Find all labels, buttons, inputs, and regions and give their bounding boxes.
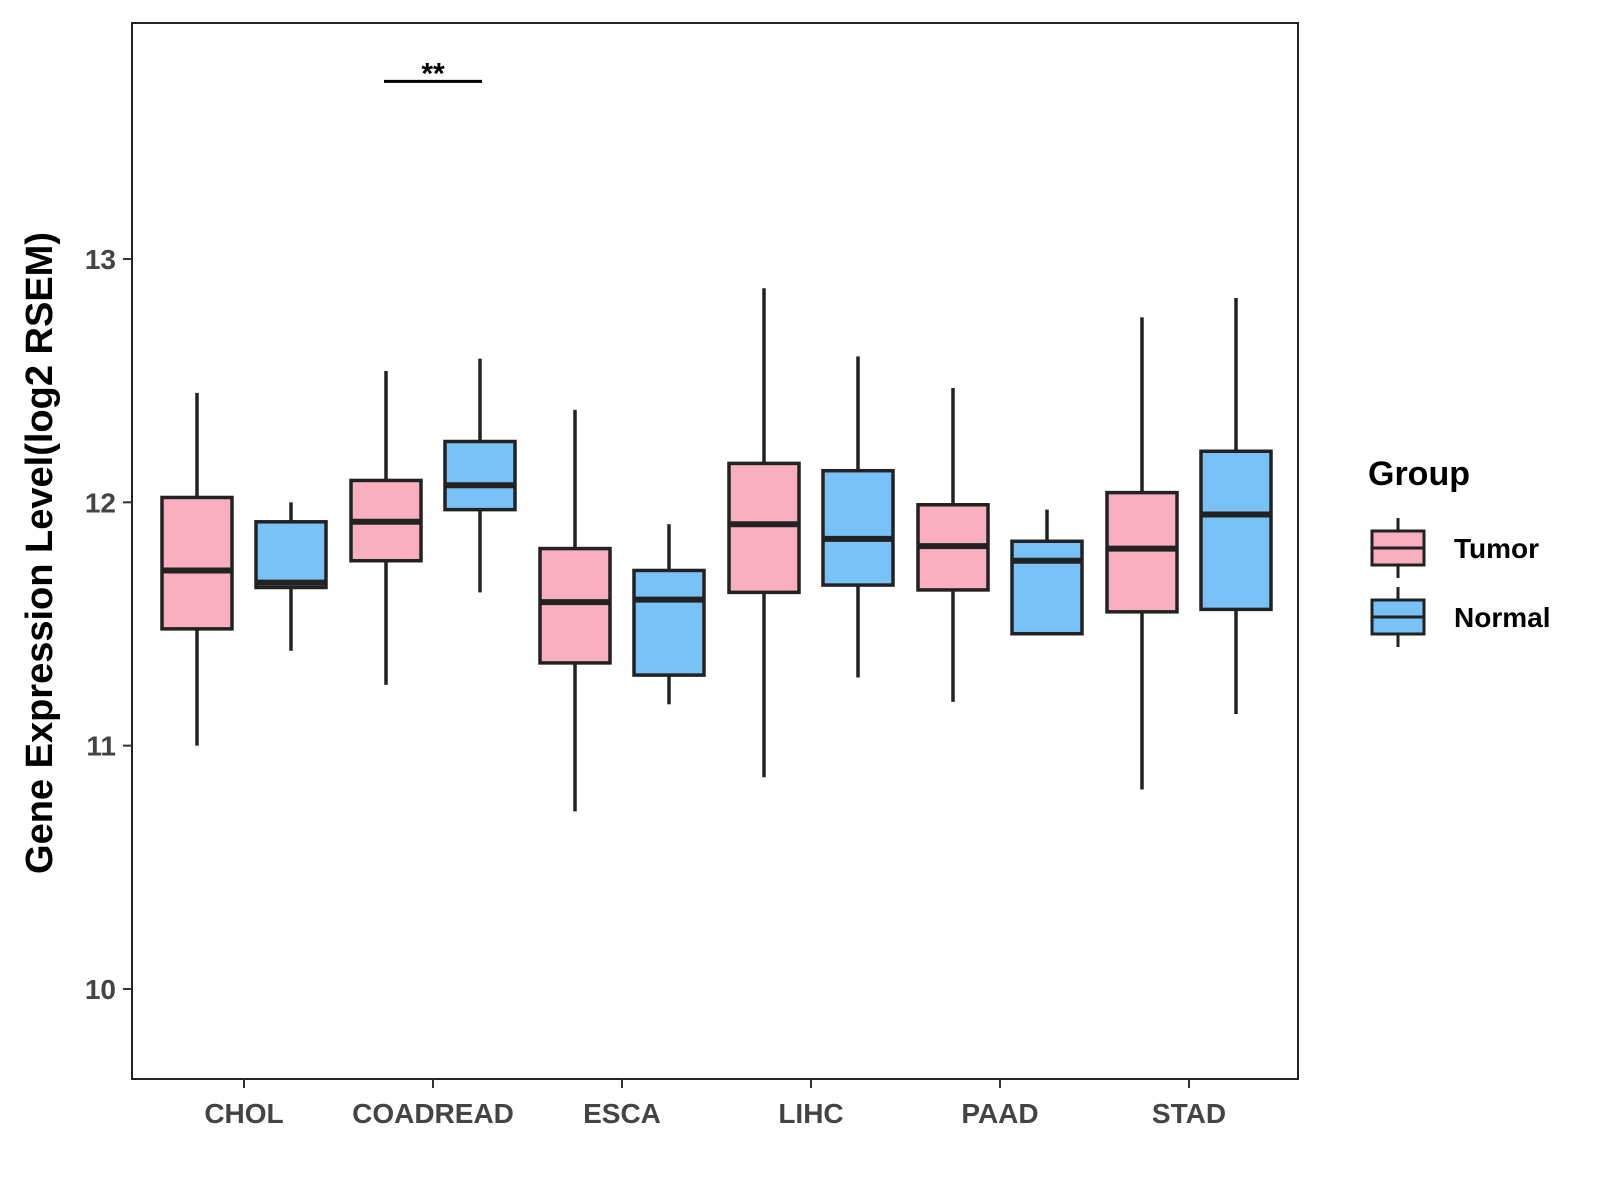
box-tumor-stad bbox=[1105, 317, 1179, 790]
y-axis: 10 11 12 13 bbox=[85, 244, 132, 1005]
legend-item-normal: Normal bbox=[1370, 587, 1550, 647]
box-normal-paad bbox=[1010, 509, 1084, 636]
iqr-box bbox=[727, 461, 801, 595]
legend-title: Group bbox=[1368, 455, 1470, 493]
box-tumor-esca bbox=[538, 409, 612, 812]
box-tumor-chol bbox=[160, 392, 234, 746]
box-tumor-paad bbox=[916, 387, 990, 702]
y-tick-label: 10 bbox=[85, 974, 116, 1005]
legend-label: Normal bbox=[1454, 602, 1550, 633]
legend-item-tumor: Tumor bbox=[1370, 518, 1539, 578]
y-axis-title: Gene Expression Level(log2 RSEM) bbox=[19, 232, 61, 874]
y-tick-label: 11 bbox=[86, 731, 116, 762]
box-normal-stad bbox=[1199, 297, 1273, 715]
box-tumor-coadread bbox=[349, 370, 423, 685]
x-tick-label-stad: STAD bbox=[1152, 1098, 1226, 1129]
iqr-box bbox=[1105, 490, 1179, 614]
panel-border bbox=[131, 22, 1299, 1080]
iqr-box bbox=[160, 495, 234, 631]
iqr-box bbox=[443, 439, 517, 512]
box-normal-coadread bbox=[443, 358, 517, 593]
box-normal-esca bbox=[632, 524, 706, 705]
significance-annotation: ** bbox=[384, 57, 482, 90]
iqr-box bbox=[821, 468, 895, 587]
x-tick-label-coadread: COADREAD bbox=[352, 1098, 514, 1129]
x-tick-label-lihc: LIHC bbox=[778, 1098, 843, 1129]
box-tumor-lihc bbox=[727, 288, 801, 778]
x-tick-label-esca: ESCA bbox=[583, 1098, 661, 1129]
significance-label: ** bbox=[421, 57, 445, 90]
legend-label: Tumor bbox=[1454, 533, 1539, 564]
iqr-box bbox=[1010, 539, 1084, 636]
legend: Group Tumor Normal bbox=[1368, 455, 1550, 647]
box-normal-lihc bbox=[821, 356, 895, 678]
x-tick-label-chol: CHOL bbox=[204, 1098, 283, 1129]
y-tick-label: 13 bbox=[85, 244, 116, 275]
iqr-box bbox=[254, 520, 328, 590]
iqr-box bbox=[632, 568, 706, 677]
x-axis: CHOL COADREAD ESCA LIHC PAAD STAD bbox=[204, 1079, 1226, 1129]
iqr-box bbox=[538, 546, 612, 665]
plot-area: ** bbox=[131, 22, 1299, 1080]
iqr-box bbox=[1199, 449, 1273, 612]
box-normal-chol bbox=[254, 502, 328, 651]
y-tick-label: 12 bbox=[85, 487, 116, 518]
x-tick-label-paad: PAAD bbox=[961, 1098, 1038, 1129]
